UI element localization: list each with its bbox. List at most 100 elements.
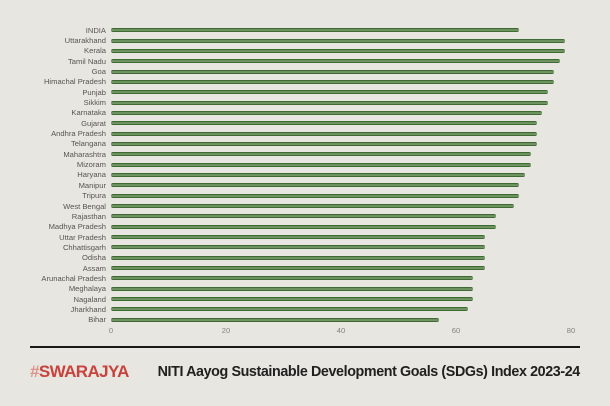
chart-row: Chhattisgarh xyxy=(0,242,575,252)
chart-row: Assam xyxy=(0,263,575,273)
bar-track xyxy=(111,128,571,138)
chart-row: Tamil Nadu xyxy=(0,56,575,66)
chart-row: Kerala xyxy=(0,46,575,56)
chart-row: Maharashtra xyxy=(0,149,575,159)
chart-rows: INDIA Uttarakhand Kerala Tamil Nadu Goa … xyxy=(0,25,575,325)
category-label: Mizoram xyxy=(76,160,106,170)
chart-row: Telangana xyxy=(0,139,575,149)
bar-track xyxy=(111,253,571,263)
bar xyxy=(111,183,520,188)
footer: #SWARAJYA NITI Aayog Sustainable Develop… xyxy=(30,355,580,389)
bar-track xyxy=(111,242,571,252)
category-label: Tripura xyxy=(82,191,106,201)
bar xyxy=(111,79,554,84)
bar xyxy=(111,48,566,53)
category-label: Kerala xyxy=(84,46,106,56)
bar-track xyxy=(111,87,571,97)
bar-track xyxy=(111,35,571,45)
category-label: Bihar xyxy=(88,315,106,325)
bar xyxy=(111,317,439,322)
x-axis: 0 20 40 60 80 xyxy=(109,326,575,338)
category-label: Odisha xyxy=(81,253,106,263)
category-label: Uttarakhand xyxy=(64,36,106,46)
bar-track xyxy=(111,56,571,66)
chart-row: Arunachal Pradesh xyxy=(0,273,575,283)
category-label: Telangana xyxy=(70,139,106,149)
bar xyxy=(111,193,520,198)
bar-track xyxy=(111,139,571,149)
chart-row: Uttarakhand xyxy=(0,35,575,45)
category-label: Arunachal Pradesh xyxy=(41,273,106,283)
bar-track xyxy=(111,201,571,211)
category-label: Nagaland xyxy=(73,294,106,304)
chart-row: Jharkhand xyxy=(0,304,575,314)
chart-row: Manipur xyxy=(0,180,575,190)
bar-track xyxy=(111,304,571,314)
chart-row: Madhya Pradesh xyxy=(0,222,575,232)
category-label: Jharkhand xyxy=(70,304,106,314)
bar xyxy=(111,235,485,240)
bar xyxy=(111,90,548,95)
category-label: Punjab xyxy=(82,87,106,97)
bar-track xyxy=(111,294,571,304)
bar xyxy=(111,38,566,43)
category-label: Gujarat xyxy=(81,118,106,128)
bar-track xyxy=(111,66,571,76)
chart-row: West Bengal xyxy=(0,201,575,211)
category-label: Karnataka xyxy=(71,108,106,118)
bar xyxy=(111,286,474,291)
bar xyxy=(111,245,485,250)
bar xyxy=(111,152,531,157)
bar xyxy=(111,172,525,177)
bar xyxy=(111,69,554,74)
x-tick-label: 20 xyxy=(221,326,231,335)
chart-row: Nagaland xyxy=(0,294,575,304)
bar-track xyxy=(111,273,571,283)
bar xyxy=(111,100,548,105)
chart-row: Punjab xyxy=(0,87,575,97)
bar xyxy=(111,297,474,302)
swarajya-logo-name: SWARAJYA xyxy=(38,362,130,381)
bar xyxy=(111,121,537,126)
bar xyxy=(111,141,537,146)
category-label: INDIA xyxy=(85,25,106,35)
category-label: Manipur xyxy=(78,180,106,190)
bar-track xyxy=(111,159,571,169)
bar xyxy=(111,266,485,271)
category-label: Haryana xyxy=(77,170,106,180)
bar-track xyxy=(111,108,571,118)
x-tick-label: 80 xyxy=(566,326,576,335)
category-label: Andhra Pradesh xyxy=(51,129,106,139)
bar-track xyxy=(111,180,571,190)
chart-row: Himachal Pradesh xyxy=(0,77,575,87)
bar xyxy=(111,204,514,209)
bar-track xyxy=(111,284,571,294)
category-label: Meghalaya xyxy=(68,284,106,294)
category-label: Sikkim xyxy=(83,98,106,108)
bar-track xyxy=(111,170,571,180)
chart-row: Karnataka xyxy=(0,108,575,118)
category-label: Rajasthan xyxy=(71,211,106,221)
chart-row: Gujarat xyxy=(0,118,575,128)
bar xyxy=(111,276,474,281)
category-label: Himachal Pradesh xyxy=(43,77,106,87)
bar-track xyxy=(111,77,571,87)
category-label: Madhya Pradesh xyxy=(48,222,106,232)
bar xyxy=(111,224,497,229)
bar-track xyxy=(111,232,571,242)
chart-row: Uttar Pradesh xyxy=(0,232,575,242)
chart-row: Tripura xyxy=(0,191,575,201)
category-label: West Bengal xyxy=(63,201,106,211)
category-label: Chhattisgarh xyxy=(62,242,106,252)
bar-track xyxy=(111,118,571,128)
chart-row: Mizoram xyxy=(0,159,575,169)
bar-chart: INDIA Uttarakhand Kerala Tamil Nadu Goa … xyxy=(0,25,575,338)
category-label: Uttar Pradesh xyxy=(59,232,106,242)
bar-track xyxy=(111,211,571,221)
swarajya-logo-hash: # xyxy=(30,362,39,381)
footer-divider xyxy=(30,346,580,348)
bar xyxy=(111,110,543,115)
bar-track xyxy=(111,315,571,325)
chart-row: Meghalaya xyxy=(0,284,575,294)
chart-row: Sikkim xyxy=(0,97,575,107)
